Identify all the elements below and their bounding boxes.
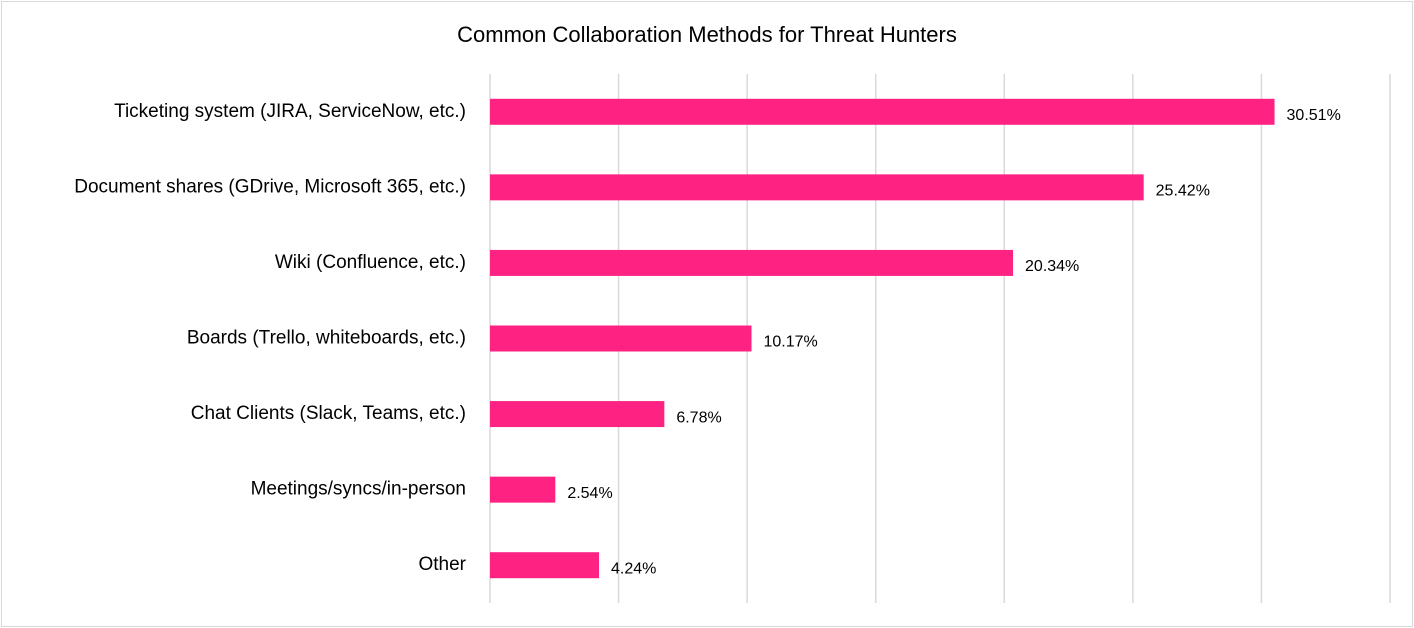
bars [490, 98, 1275, 579]
category-label-3: Boards (Trello, whiteboards, etc.) [187, 328, 466, 349]
bar-2 [490, 249, 1014, 276]
chart-title: Common Collaboration Methods for Threat … [457, 22, 957, 47]
data-label-3: 10.17% [764, 334, 818, 351]
data-labels: 30.51% 25.42% 20.34% 10.17% 6.78% 2.54% 4.24% [567, 107, 1340, 577]
gridlines [489, 74, 1391, 603]
category-label-0: Ticketing system (JIRA, ServiceNow, etc.… [114, 101, 466, 122]
bar-1 [490, 174, 1144, 201]
data-label-5: 2.54% [567, 485, 612, 502]
bar-5 [490, 476, 556, 503]
bar-6 [490, 552, 600, 579]
category-label-5: Meetings/syncs/in-person [251, 479, 466, 500]
data-label-4: 6.78% [676, 409, 721, 426]
category-label-4: Chat Clients (Slack, Teams, etc.) [191, 403, 466, 424]
bar-4 [490, 401, 665, 428]
data-label-0: 30.51% [1287, 107, 1341, 124]
category-label-2: Wiki (Confluence, etc.) [275, 252, 466, 273]
bar-3 [490, 325, 752, 352]
data-label-2: 20.34% [1025, 258, 1079, 275]
data-label-1: 25.42% [1156, 183, 1210, 200]
category-label-1: Document shares (GDrive, Microsoft 365, … [74, 176, 466, 197]
bar-0 [490, 98, 1275, 125]
data-label-6: 4.24% [611, 560, 656, 577]
category-label-6: Other [418, 554, 466, 575]
category-labels: Ticketing system (JIRA, ServiceNow, etc.… [74, 101, 466, 575]
